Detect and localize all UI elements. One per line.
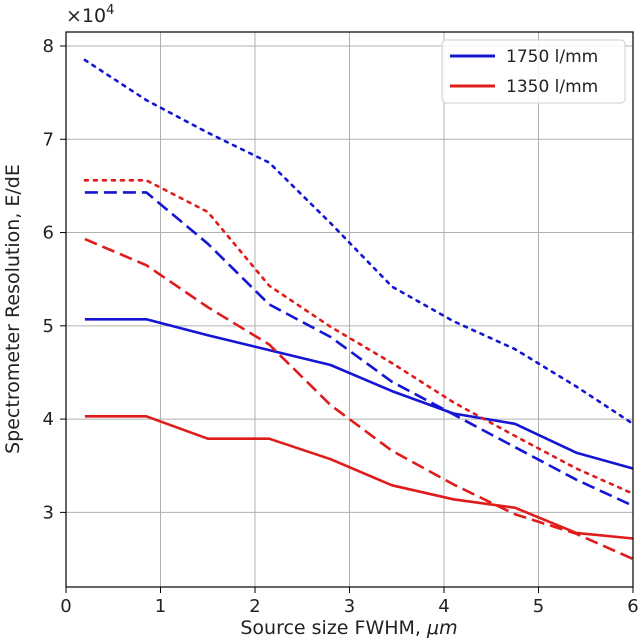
y-tick-label: 4: [43, 409, 54, 430]
x-tick-label: 0: [60, 596, 71, 617]
y-tick-label: 6: [43, 223, 54, 244]
legend: 1750 l/mm 1350 l/mm: [441, 39, 626, 104]
x-tick-label: 5: [533, 596, 544, 617]
legend-label-1350: 1350 l/mm: [506, 77, 598, 97]
y-tick-label: 7: [43, 129, 54, 150]
y-tick-label: 5: [43, 316, 54, 337]
series-lines: [83, 58, 635, 561]
axis-ticks: 0 1 2 3 4 5 6 3 4 5 6 7 8: [43, 36, 639, 617]
series-line-dotted-blue: [83, 58, 635, 426]
x-axis-label: Source size FWHM, μm: [240, 617, 457, 639]
x-tick-label: 4: [438, 596, 449, 617]
y-multiplier: ×104: [66, 3, 114, 27]
x-tick-label: 2: [249, 596, 260, 617]
series-line-solid-blue: [84, 317, 634, 470]
series-line-dotted-red: [83, 179, 635, 496]
x-tick-label: 6: [627, 596, 638, 617]
y-tick-label: 8: [43, 36, 54, 57]
x-tick-label: 3: [344, 596, 355, 617]
series-line-solid-red: [84, 414, 634, 540]
x-tick-label: 1: [155, 596, 166, 617]
series-line-dashed-blue: [84, 191, 634, 507]
grid: [65, 32, 634, 587]
legend-label-1750: 1750 l/mm: [506, 47, 598, 67]
y-tick-label: 3: [43, 502, 54, 523]
series-line-dashed-red: [84, 237, 634, 561]
y-axis-label: Spectrometer Resolution, E/dE: [2, 164, 24, 454]
